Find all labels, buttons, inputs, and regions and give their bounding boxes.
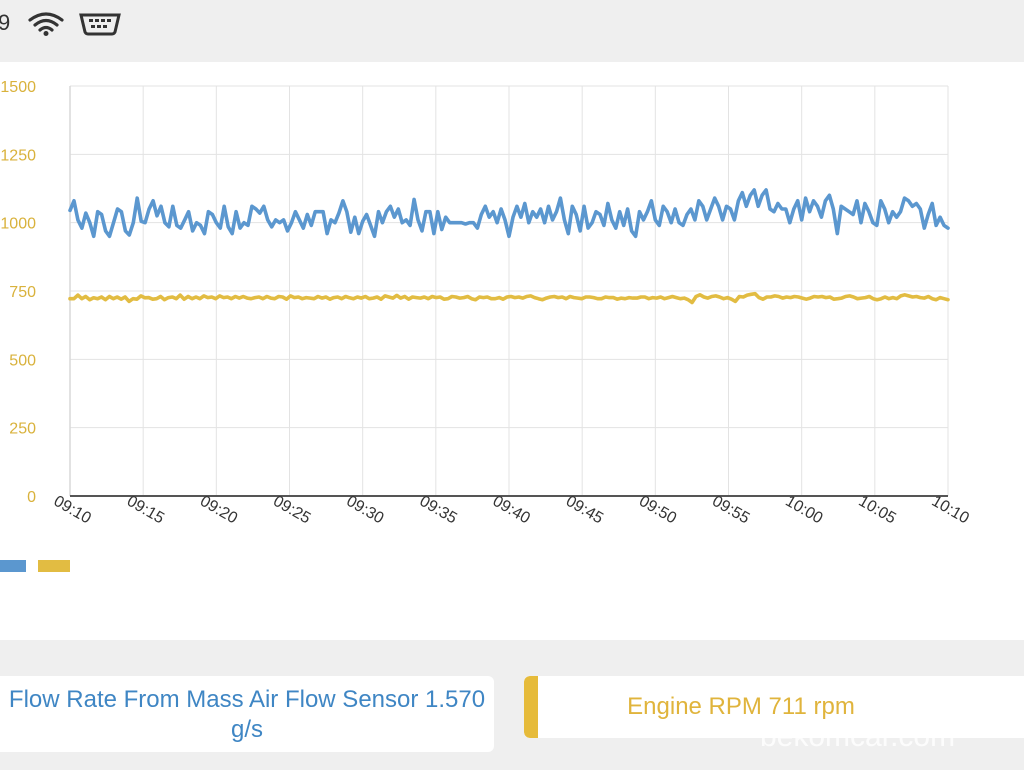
watermark: bekomcar.com [760, 720, 956, 753]
x-tick-label: 10:00 [782, 493, 825, 528]
status-time: 9 [0, 10, 11, 35]
x-tick-label: 09:50 [636, 493, 679, 528]
obd-adapter-icon [78, 12, 122, 41]
grid [69, 85, 949, 497]
y-tick-label: 1000 [0, 216, 36, 233]
wifi-icon [28, 12, 64, 41]
chart-card: 1500 1250 1000 750 500 250 0 09:10 09:15 09:20 09… [0, 62, 1024, 640]
maf-value-label: Flow Rate From Mass Air Flow Sensor 1.57… [8, 686, 486, 743]
x-tick-label: 09:35 [416, 493, 459, 528]
x-tick-label: 09:10 [51, 493, 94, 528]
y-tick-label: 500 [9, 352, 36, 369]
legend-swatch-flow [0, 560, 26, 572]
legend-swatch-rpm [38, 560, 70, 572]
x-tick-label: 09:25 [270, 493, 313, 528]
y-tick-label: 0 [27, 489, 36, 506]
x-tick-label: 09:45 [563, 493, 606, 528]
rpm-accent-bar [524, 676, 538, 738]
y-tick-label: 1250 [0, 147, 36, 164]
series-line-flow [68, 188, 950, 239]
x-tick-label: 09:15 [124, 493, 167, 528]
series-lines [68, 188, 950, 305]
rpm-value-label: Engine RPM 711 rpm [627, 693, 855, 720]
y-axis-ticks: 1500 1250 1000 750 500 250 0 [0, 79, 36, 506]
y-tick-label: 750 [9, 284, 36, 301]
status-bar: 9 [0, 0, 1024, 46]
x-axis-ticks: 09:10 09:15 09:20 09:25 09:30 09:35 09:40 09:45… [51, 493, 972, 528]
y-tick-label: 250 [9, 421, 36, 438]
x-tick-label: 09:55 [709, 493, 752, 528]
series-line-rpm [68, 291, 950, 305]
x-tick-label: 09:20 [197, 493, 240, 528]
x-tick-label: 09:40 [490, 493, 533, 528]
rpm-value-card[interactable]: Engine RPM 711 rpm [524, 676, 1024, 738]
x-tick-label: 10:05 [855, 493, 898, 528]
y-tick-label: 1500 [0, 79, 36, 96]
x-tick-label: 09:30 [343, 493, 386, 528]
x-tick-label: 10:10 [929, 493, 972, 528]
maf-value-card[interactable]: Flow Rate From Mass Air Flow Sensor 1.57… [0, 676, 494, 752]
